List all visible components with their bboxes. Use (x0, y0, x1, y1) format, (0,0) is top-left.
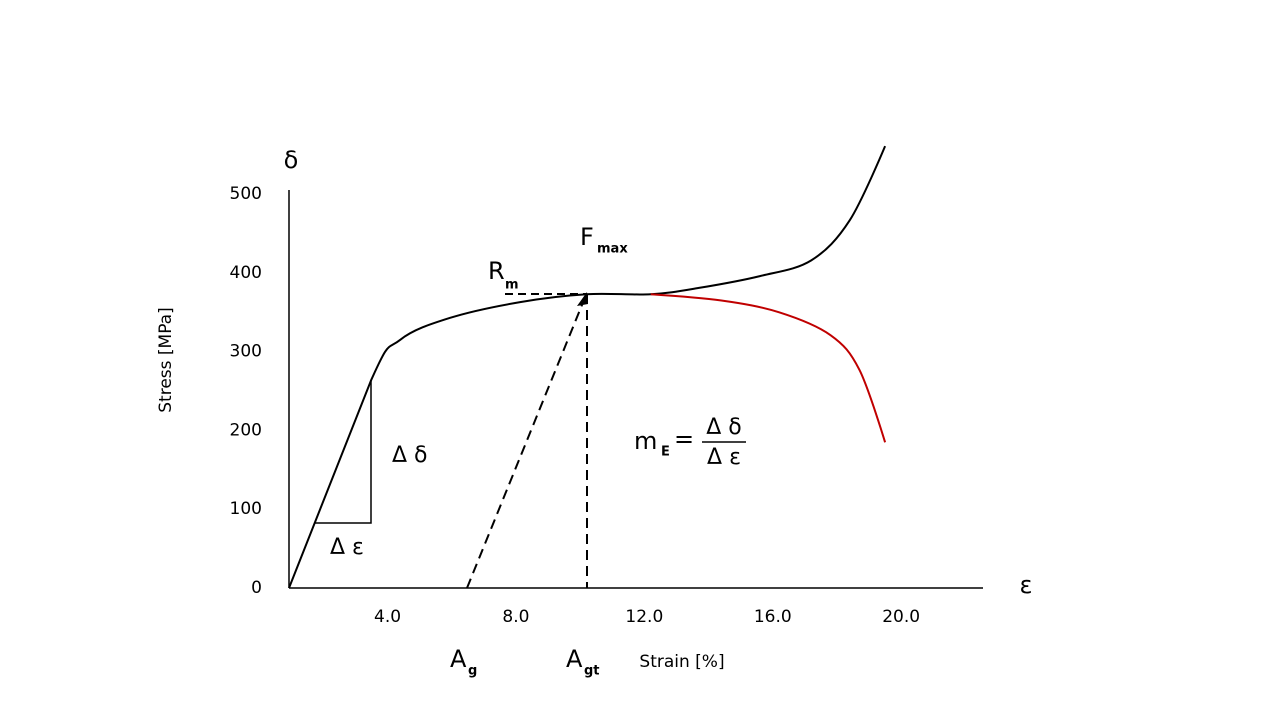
delta-eps: Δ ε (330, 535, 364, 560)
ag-sub: g (468, 664, 477, 679)
y-tick-label: 500 (230, 184, 262, 204)
x-tick-label: 20.0 (882, 607, 920, 627)
x-symbol: ε (1020, 571, 1033, 599)
curve (288, 145, 887, 589)
y-symbol: δ (284, 146, 299, 174)
y-tick-label: 400 (230, 263, 262, 283)
x-tick-label: 16.0 (754, 607, 792, 627)
formula-m: m (634, 427, 657, 455)
x-tick-label: 4.0 (374, 607, 401, 627)
agt-sub: gt (584, 664, 600, 679)
formula-eq: = (674, 425, 694, 453)
agt-label: A (566, 645, 583, 673)
arrow-head (577, 292, 588, 306)
y-axis-label: Stress [MPa] (156, 307, 176, 413)
y-tick-label: 200 (230, 420, 262, 440)
y-tick-label: 300 (230, 342, 262, 362)
delta-sigma: Δ δ (392, 443, 428, 468)
rm-label: R (488, 257, 505, 285)
curve (650, 293, 887, 443)
y-tick-label: 100 (230, 499, 262, 519)
fmax-sub: max (597, 242, 628, 257)
formula-sub: E (661, 445, 670, 460)
x-axis-label: Strain [%] (639, 652, 724, 672)
ag-label: A (450, 645, 467, 673)
x-tick-label: 8.0 (502, 607, 529, 627)
rm-sub: m (505, 278, 519, 293)
fmax-label: F (580, 223, 594, 251)
formula-num: Δ δ (706, 415, 742, 440)
ag-line (466, 299, 585, 589)
x-tick-label: 12.0 (625, 607, 663, 627)
y-tick-label: 0 (251, 578, 262, 598)
slope-triangle (315, 380, 372, 524)
formula-den: Δ ε (707, 445, 741, 470)
